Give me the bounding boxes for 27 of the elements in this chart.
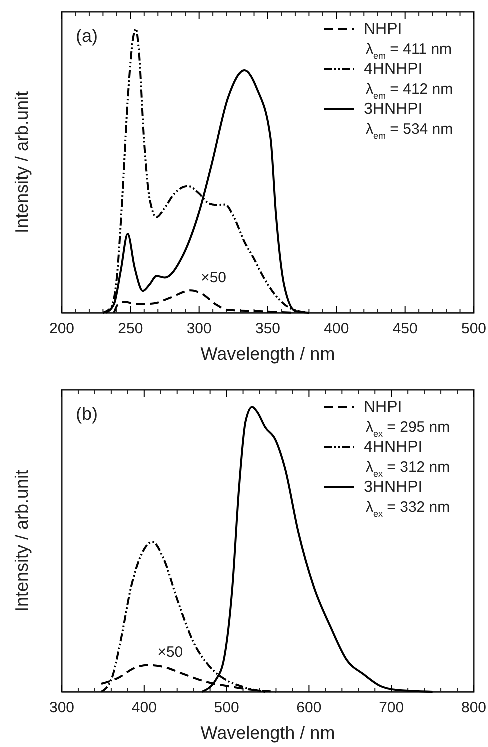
legend-label: 3HNHPI λ$_{ex}$ = 332 nm xyxy=(364,479,450,519)
annotation: ×50 xyxy=(158,644,184,662)
y-axis-title: Intensity / arb.unit xyxy=(12,91,32,234)
x-tick-label: 450 xyxy=(392,320,418,338)
y-axis-title: Intensity / arb.unit xyxy=(12,470,32,612)
x-tick-label: 400 xyxy=(324,320,350,338)
x-tick-label: 200 xyxy=(49,320,75,338)
x-axis-title: Wavelength / nm xyxy=(200,723,336,743)
legend-label: NHPI λ$_{ex}$ = 295 nm xyxy=(364,399,450,439)
x-tick-label: 400 xyxy=(132,700,157,717)
annotation: ×50 xyxy=(201,270,227,287)
x-tick-label: 500 xyxy=(461,320,487,338)
legend-label: 4HNHPI λ$_{em}$ = 412 nm xyxy=(364,61,454,101)
x-tick-label: 700 xyxy=(379,700,404,717)
legend-label: NHPI λ$_{em}$ = 411 nm xyxy=(364,21,452,61)
annotation: (a) xyxy=(76,26,98,46)
x-tick-label: 300 xyxy=(186,320,212,338)
x-tick-label: 300 xyxy=(49,700,75,717)
x-tick-label: 350 xyxy=(255,320,281,338)
x-tick-label: 600 xyxy=(296,700,322,717)
legend-label: 3HNHPI λ$_{em}$ = 534 nm xyxy=(364,101,454,141)
x-tick-label: 800 xyxy=(461,700,487,717)
x-tick-label: 500 xyxy=(214,700,240,717)
x-tick-label: 250 xyxy=(118,320,144,338)
x-axis-title: Wavelength / nm xyxy=(200,344,336,364)
legend-label: 4HNHPI λ$_{ex}$ = 312 nm xyxy=(364,439,450,479)
annotation: (b) xyxy=(76,404,98,424)
